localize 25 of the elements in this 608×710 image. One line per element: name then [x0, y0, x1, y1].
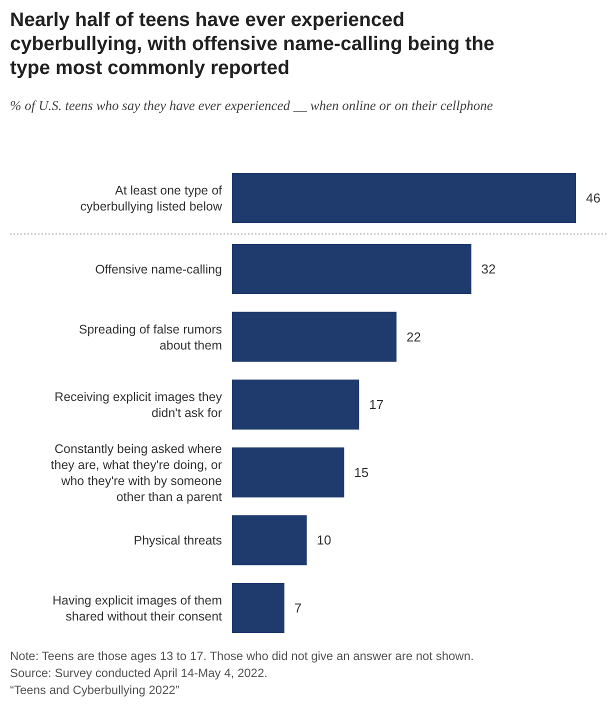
data-label: 17: [369, 397, 384, 412]
chart-title: Nearly half of teens have ever experienced cyberbullying, with offensive name-calling being the type most commonly reported: [10, 9, 494, 79]
data-label: 10: [316, 532, 332, 548]
y-tick-label: Receiving explicit images they didn't ask for: [54, 390, 223, 420]
bar: [232, 380, 360, 430]
y-tick-label: Spreading of false rumors about them: [78, 322, 222, 352]
y-tick-label: Offensive name-calling: [95, 262, 222, 276]
text: Note: Teens are those ages 13 to 17. Those who did not give an answer are not shown.: [10, 649, 474, 663]
source-note: Source: Survey conducted April 14-May 4, 2022.: [10, 666, 268, 680]
y-tick-label: At least one type of cyberbullying listed below: [80, 184, 223, 214]
data-label: 32: [481, 262, 496, 276]
y-tick-label: Having explicit images of them shared without their consent: [52, 594, 223, 624]
data-label: 7: [294, 600, 302, 616]
chart-subtitle: % of U.S. teens who say they have ever experienced __ when online or on their cellphone: [10, 98, 493, 113]
data-label: 22: [406, 329, 421, 344]
bar: [232, 447, 344, 498]
text: “Teens and Cyberbullying 2022”: [10, 683, 180, 697]
bar: [232, 244, 472, 294]
y-tick-label: Physical threats: [134, 534, 222, 548]
data-label: 15: [354, 464, 369, 480]
data-label: 46: [586, 190, 600, 206]
bar: [232, 515, 307, 566]
y-tick-label: Constantly being asked where they are, what they're doing, or who they're with by someone other than a parent: [50, 442, 223, 504]
bar: [232, 583, 284, 633]
bar: [232, 312, 397, 362]
